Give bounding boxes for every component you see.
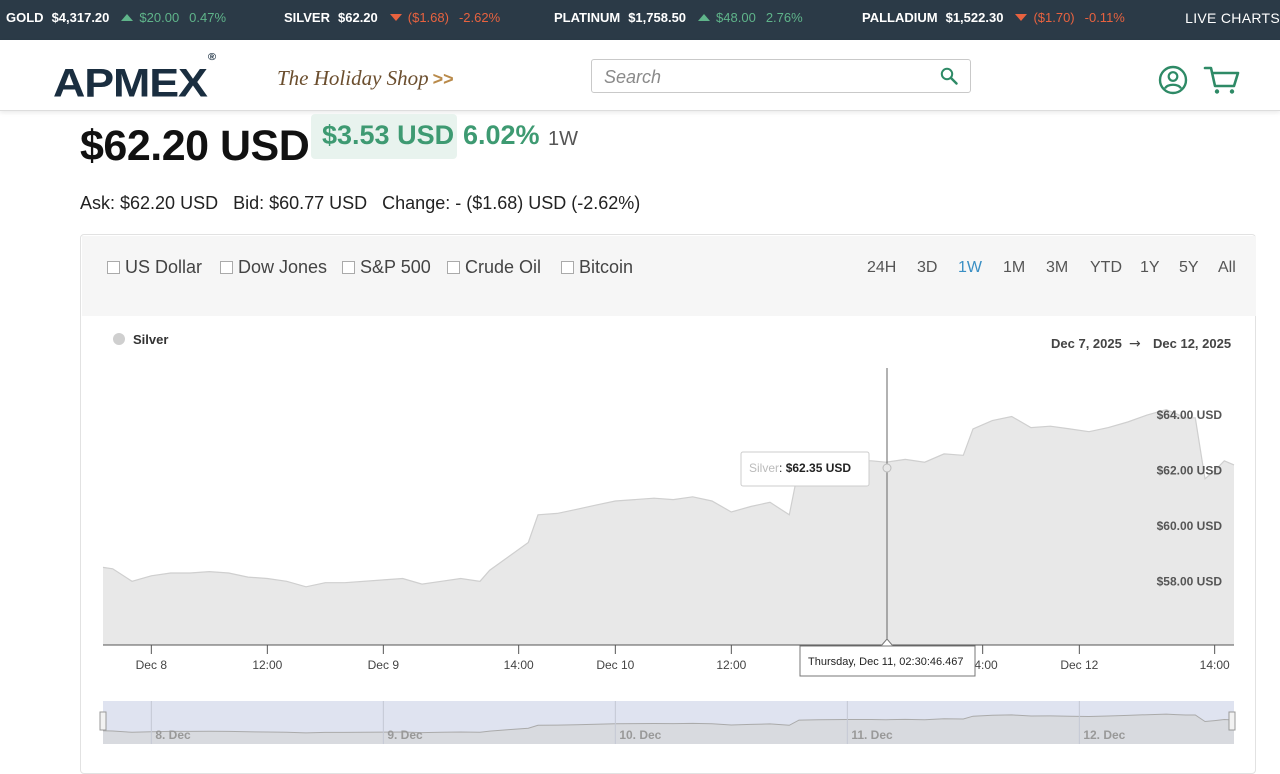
arrow-right-icon: →	[1129, 336, 1141, 352]
x-tick-label: 12:00	[252, 658, 282, 672]
y-tick-label: $60.00 USD	[1157, 519, 1223, 533]
navigator-handle-right[interactable]	[1229, 712, 1235, 730]
tooltip-series: Silver	[749, 461, 779, 475]
navigator-tick-label: 12. Dec	[1083, 728, 1125, 742]
legend-silver[interactable]: Silver	[133, 332, 168, 347]
navigator-tick-label: 9. Dec	[387, 728, 423, 742]
silver-price-chart[interactable]: Silver Dec 7, 2025 → Dec 12, 2025 Dec 8 1…	[0, 0, 1280, 752]
x-axis-ticks: Dec 8 12:00 Dec 9 14:00 Dec 10 12:00 14:00 Dec …	[136, 645, 1230, 672]
date-range-end: Dec 12, 2025	[1153, 336, 1231, 351]
tooltip-text: Silver: $62.35 USD	[749, 461, 851, 475]
plot-area	[103, 410, 1234, 645]
navigator-tick-label: 8. Dec	[155, 728, 191, 742]
y-tick-label: $64.00 USD	[1157, 408, 1223, 422]
x-tick-label: 12:00	[716, 658, 746, 672]
navigator-tick-label: 11. Dec	[851, 728, 893, 742]
date-range-start: Dec 7, 2025	[1051, 336, 1122, 351]
y-tick-label: $58.00 USD	[1157, 574, 1223, 588]
hover-marker	[883, 464, 891, 472]
x-tick-label: 14:00	[1200, 658, 1230, 672]
crosshair-date: Thursday, Dec 11, 02:30:46.467	[808, 656, 964, 668]
x-tick-label: 14:00	[504, 658, 534, 672]
silver-area	[103, 410, 1234, 645]
y-tick-label: $62.00 USD	[1157, 464, 1223, 478]
legend-dot	[113, 333, 125, 345]
tooltip-value: $62.35 USD	[786, 461, 852, 475]
x-tick-label: Dec 10	[596, 658, 634, 672]
navigator-handle-left[interactable]	[100, 712, 106, 730]
x-tick-label: Dec 12	[1060, 658, 1098, 672]
x-tick-label: Dec 9	[368, 658, 400, 672]
x-tick-label: Dec 8	[136, 658, 168, 672]
navigator-tick-label: 10. Dec	[619, 728, 661, 742]
